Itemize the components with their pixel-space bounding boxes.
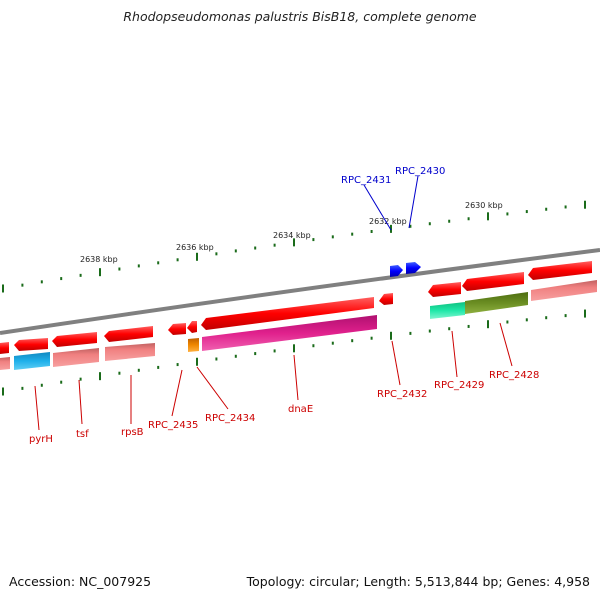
cog-bar[interactable] — [430, 302, 465, 319]
leader-line — [34, 385, 40, 431]
gene-arrow[interactable] — [104, 326, 153, 342]
gene-label-rpc-2431[interactable]: RPC_2431 — [341, 175, 391, 186]
gene-arrow[interactable] — [14, 338, 48, 351]
gene-arrow[interactable] — [168, 323, 186, 335]
leader-line — [171, 369, 183, 417]
label-leader-lines — [34, 175, 513, 431]
gene-arrows-reverse — [0, 261, 592, 354]
gene-label-rpc-2430[interactable]: RPC_2430 — [395, 166, 445, 177]
gene-arrow[interactable] — [52, 332, 97, 347]
cog-bar[interactable] — [188, 338, 199, 352]
gene-arrow[interactable] — [187, 321, 197, 333]
gene-arrow[interactable] — [462, 272, 524, 291]
cog-bar[interactable] — [465, 292, 528, 314]
scale-label: 2634 kbp — [273, 231, 311, 240]
gene-label-rpc-2435[interactable]: RPC_2435 — [148, 420, 198, 431]
cog-bar[interactable] — [53, 348, 99, 367]
leader-line — [499, 322, 513, 367]
gene-arrow[interactable] — [379, 293, 393, 305]
scale-label: 2632 kbp — [369, 217, 407, 226]
inner-ticks — [2, 309, 586, 396]
leader-line — [363, 184, 392, 231]
gene-arrow[interactable] — [0, 342, 9, 354]
scale-label: 2636 kbp — [176, 243, 214, 252]
topology-label: Topology: circular; Length: 5,513,844 bp… — [246, 574, 590, 589]
gene-arrows-forward — [390, 262, 421, 277]
gene-arrow[interactable] — [528, 261, 592, 280]
gene-label-tsf[interactable]: tsf — [76, 429, 89, 440]
leader-line — [293, 354, 299, 401]
gene-label-rpc-2428[interactable]: RPC_2428 — [489, 370, 539, 381]
cog-bar[interactable] — [202, 315, 377, 351]
cog-category-bars — [0, 280, 597, 370]
leader-line — [391, 340, 401, 386]
gene-label-rpc-2432[interactable]: RPC_2432 — [377, 389, 427, 400]
gene-label-rpc-2434[interactable]: RPC_2434 — [205, 413, 255, 424]
cog-bar[interactable] — [531, 280, 597, 301]
gene-label-rpc-2429[interactable]: RPC_2429 — [434, 380, 484, 391]
gene-arrow[interactable] — [201, 297, 374, 330]
gene-arrow-rpc-2430[interactable] — [406, 262, 421, 274]
scale-ticks — [2, 200, 586, 293]
gene-label-dnae[interactable]: dnaE — [288, 404, 313, 415]
gene-arrow-rpc-2431[interactable] — [390, 265, 403, 277]
leader-line — [451, 330, 458, 378]
gene-labels: RPC_2431 RPC_2430 pyrH tsf rpsB RPC_2435… — [29, 166, 539, 445]
cog-bar[interactable] — [105, 343, 155, 361]
gene-label-rpsb[interactable]: rpsB — [121, 427, 144, 438]
genome-backbone — [0, 248, 600, 335]
gene-arrow[interactable] — [428, 282, 461, 297]
scale-label: 2638 kbp — [80, 255, 118, 264]
leader-line — [196, 366, 229, 410]
map-title: Rhodopseudomonas palustris BisB18, compl… — [123, 9, 477, 24]
cog-bar[interactable] — [0, 357, 10, 370]
scale-label: 2630 kbp — [465, 201, 503, 210]
leader-line — [408, 175, 419, 229]
gene-label-pyrh[interactable]: pyrH — [29, 434, 53, 445]
leader-line — [78, 379, 83, 425]
cog-bar[interactable] — [14, 352, 50, 370]
accession-label: Accession: NC_007925 — [9, 574, 152, 589]
